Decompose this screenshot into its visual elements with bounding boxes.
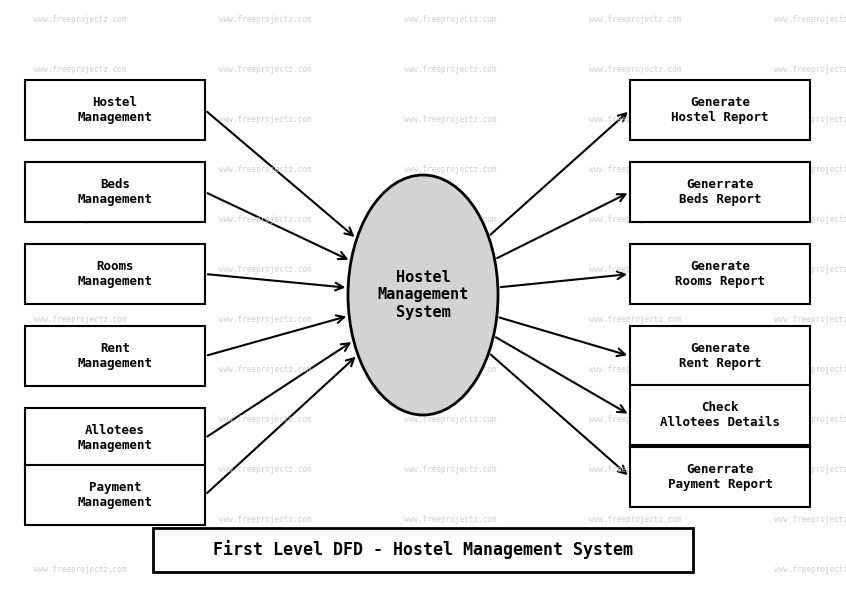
Text: www.freeprojectz.com: www.freeprojectz.com [589, 566, 681, 575]
Text: Generrate
Beds Report: Generrate Beds Report [678, 178, 761, 206]
Text: www.freeprojectz.com: www.freeprojectz.com [34, 466, 126, 474]
Text: Generate
Hostel Report: Generate Hostel Report [671, 96, 769, 124]
Text: www.freeprojectz.com: www.freeprojectz.com [219, 215, 311, 225]
Text: Generrate
Payment Report: Generrate Payment Report [667, 463, 772, 491]
Text: Rent
Management: Rent Management [78, 342, 152, 370]
Text: www.freeprojectz.com: www.freeprojectz.com [774, 515, 846, 524]
Text: Generate
Rooms Report: Generate Rooms Report [675, 260, 765, 288]
Text: www.freeprojectz.com: www.freeprojectz.com [34, 416, 126, 425]
Text: www.freeprojectz.com: www.freeprojectz.com [589, 266, 681, 275]
Text: www.freeprojectz.com: www.freeprojectz.com [774, 165, 846, 174]
FancyBboxPatch shape [630, 80, 810, 140]
Text: Payment
Management: Payment Management [78, 481, 152, 509]
FancyBboxPatch shape [25, 80, 205, 140]
FancyBboxPatch shape [25, 465, 205, 525]
Text: www.freeprojectz.com: www.freeprojectz.com [404, 15, 497, 24]
Text: www.freeprojectz.com: www.freeprojectz.com [774, 65, 846, 75]
Text: Hostel
Management
System: Hostel Management System [377, 270, 469, 320]
Text: www.freeprojectz.com: www.freeprojectz.com [774, 315, 846, 324]
Text: www.freeprojectz.com: www.freeprojectz.com [774, 215, 846, 225]
Text: Beds
Management: Beds Management [78, 178, 152, 206]
Text: www.freeprojectz.com: www.freeprojectz.com [219, 566, 311, 575]
Text: www.freeprojectz.com: www.freeprojectz.com [219, 15, 311, 24]
Text: www.freeprojectz.com: www.freeprojectz.com [404, 515, 497, 524]
Text: www.freeprojectz.com: www.freeprojectz.com [34, 116, 126, 125]
Text: www.freeprojectz.com: www.freeprojectz.com [589, 116, 681, 125]
Text: www.freeprojectz.com: www.freeprojectz.com [774, 116, 846, 125]
Text: www.freeprojectz.com: www.freeprojectz.com [404, 65, 497, 75]
Text: www.freeprojectz.com: www.freeprojectz.com [219, 266, 311, 275]
FancyBboxPatch shape [630, 244, 810, 304]
Text: www.freeprojectz.com: www.freeprojectz.com [589, 65, 681, 75]
Text: Hostel
Management: Hostel Management [78, 96, 152, 124]
Text: www.freeprojectz.com: www.freeprojectz.com [589, 315, 681, 324]
Text: www.freeprojectz.com: www.freeprojectz.com [589, 215, 681, 225]
Text: www.freeprojectz.com: www.freeprojectz.com [34, 266, 126, 275]
Text: www.freeprojectz.com: www.freeprojectz.com [219, 416, 311, 425]
Text: www.freeprojectz.com: www.freeprojectz.com [219, 466, 311, 474]
Text: www.freeprojectz.com: www.freeprojectz.com [219, 65, 311, 75]
Text: www.freeprojectz.com: www.freeprojectz.com [34, 566, 126, 575]
Text: www.freeprojectz.com: www.freeprojectz.com [589, 466, 681, 474]
FancyBboxPatch shape [25, 326, 205, 386]
Text: www.freeprojectz.com: www.freeprojectz.com [34, 315, 126, 324]
Text: www.freeprojectz.com: www.freeprojectz.com [774, 416, 846, 425]
Text: www.freeprojectz.com: www.freeprojectz.com [219, 116, 311, 125]
FancyBboxPatch shape [25, 162, 205, 222]
Text: www.freeprojectz.com: www.freeprojectz.com [404, 116, 497, 125]
Text: Rooms
Management: Rooms Management [78, 260, 152, 288]
Text: www.freeprojectz.com: www.freeprojectz.com [589, 515, 681, 524]
Text: www.freeprojectz.com: www.freeprojectz.com [404, 266, 497, 275]
Text: www.freeprojectz.com: www.freeprojectz.com [34, 365, 126, 375]
Text: www.freeprojectz.com: www.freeprojectz.com [404, 315, 497, 324]
FancyBboxPatch shape [25, 408, 205, 468]
Text: www.freeprojectz.com: www.freeprojectz.com [774, 15, 846, 24]
Text: www.freeprojectz.com: www.freeprojectz.com [404, 566, 497, 575]
Text: www.freeprojectz.com: www.freeprojectz.com [589, 165, 681, 174]
Text: www.freeprojectz.com: www.freeprojectz.com [589, 15, 681, 24]
Text: www.freeprojectz.com: www.freeprojectz.com [404, 365, 497, 375]
Text: www.freeprojectz.com: www.freeprojectz.com [404, 416, 497, 425]
FancyBboxPatch shape [153, 528, 693, 572]
FancyBboxPatch shape [630, 385, 810, 445]
Text: www.freeprojectz.com: www.freeprojectz.com [404, 466, 497, 474]
FancyBboxPatch shape [630, 326, 810, 386]
FancyBboxPatch shape [25, 244, 205, 304]
Text: www.freeprojectz.com: www.freeprojectz.com [34, 65, 126, 75]
Text: www.freeprojectz.com: www.freeprojectz.com [774, 266, 846, 275]
Text: www.freeprojectz.com: www.freeprojectz.com [219, 165, 311, 174]
Text: www.freeprojectz.com: www.freeprojectz.com [34, 215, 126, 225]
Text: First Level DFD - Hostel Management System: First Level DFD - Hostel Management Syst… [213, 540, 633, 559]
Text: www.freeprojectz.com: www.freeprojectz.com [219, 515, 311, 524]
Text: www.freeprojectz.com: www.freeprojectz.com [404, 215, 497, 225]
Text: www.freeprojectz.com: www.freeprojectz.com [219, 315, 311, 324]
Text: www.freeprojectz.com: www.freeprojectz.com [34, 15, 126, 24]
Text: www.freeprojectz.com: www.freeprojectz.com [34, 165, 126, 174]
Text: www.freeprojectz.com: www.freeprojectz.com [404, 165, 497, 174]
Text: Allotees
Management: Allotees Management [78, 424, 152, 452]
Text: www.freeprojectz.com: www.freeprojectz.com [774, 566, 846, 575]
Text: Check
Allotees Details: Check Allotees Details [660, 401, 780, 429]
Ellipse shape [348, 175, 498, 415]
Text: www.freeprojectz.com: www.freeprojectz.com [34, 515, 126, 524]
Text: www.freeprojectz.com: www.freeprojectz.com [774, 466, 846, 474]
Text: www.freeprojectz.com: www.freeprojectz.com [774, 365, 846, 375]
Text: www.freeprojectz.com: www.freeprojectz.com [589, 416, 681, 425]
Text: www.freeprojectz.com: www.freeprojectz.com [589, 365, 681, 375]
FancyBboxPatch shape [630, 162, 810, 222]
Text: www.freeprojectz.com: www.freeprojectz.com [219, 365, 311, 375]
FancyBboxPatch shape [630, 447, 810, 507]
Text: Generate
Rent Report: Generate Rent Report [678, 342, 761, 370]
